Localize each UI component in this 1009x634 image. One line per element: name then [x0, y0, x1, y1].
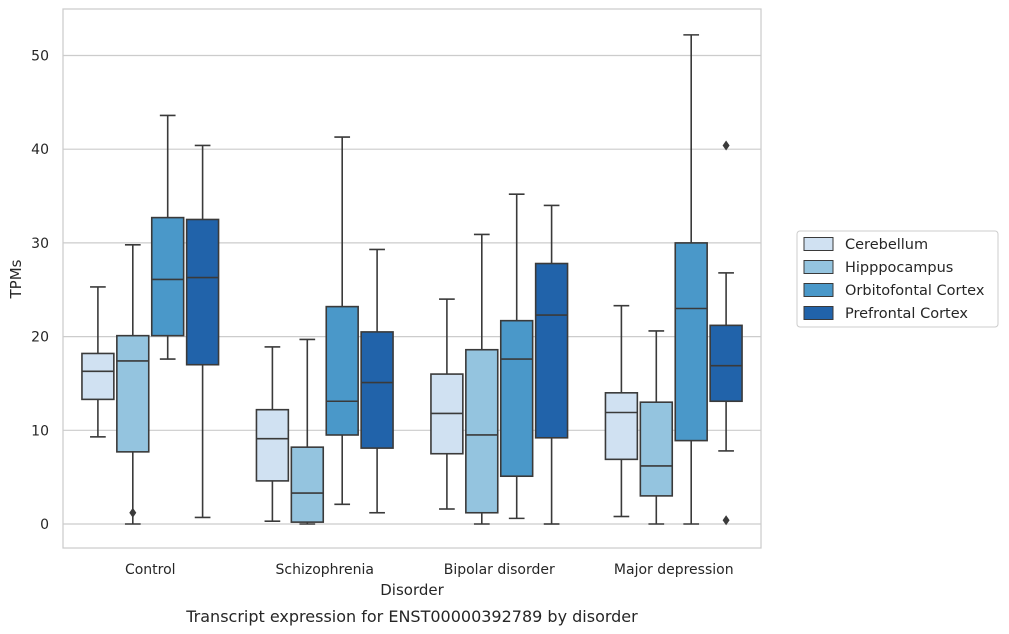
- box-cerebellum-1: [255, 346, 290, 522]
- x-tick-label: Bipolar disorder: [444, 562, 555, 578]
- box-body: [360, 331, 394, 449]
- box-orbitofontal-cortex-2: [499, 193, 534, 520]
- box-orbitofontal-cortex-3: [674, 34, 708, 525]
- box-hipppocampus-0: [116, 243, 150, 525]
- box-body: [639, 401, 674, 497]
- legend-label: Cerebellum: [845, 237, 928, 253]
- y-tick-label: 20: [31, 330, 49, 346]
- box-body: [116, 334, 150, 453]
- outlier-point: [722, 515, 730, 526]
- y-tick-label: 30: [31, 236, 49, 252]
- box-body: [499, 319, 534, 478]
- y-tick-label: 40: [31, 142, 49, 158]
- box-body: [604, 392, 639, 461]
- box-orbitofontal-cortex-1: [325, 136, 359, 506]
- box-body: [465, 348, 499, 514]
- legend-label: Prefrontal Cortex: [845, 306, 968, 322]
- box-body: [325, 305, 359, 436]
- outlier-point: [129, 507, 137, 518]
- box-orbitofontal-cortex-0: [150, 114, 185, 360]
- box-prefrontal-cortex-2: [534, 204, 569, 525]
- legend-label: Orbitofontal Cortex: [845, 283, 985, 299]
- legend-frame: [796, 230, 999, 328]
- box-prefrontal-cortex-0: [185, 144, 220, 519]
- box-cerebellum-0: [81, 286, 115, 438]
- legend-swatch: [803, 283, 834, 297]
- box-body: [185, 218, 220, 366]
- box-cerebellum-2: [430, 298, 464, 510]
- outlier-point: [722, 140, 730, 151]
- x-tick-label: Control: [125, 562, 176, 578]
- x-axis-title: Disorder: [380, 581, 444, 599]
- y-axis-ticks: 0 10 20 30 40 50: [31, 49, 49, 534]
- box-hipppocampus-1: [290, 338, 325, 525]
- box-hipppocampus-2: [465, 233, 499, 525]
- box-body: [150, 216, 185, 337]
- box-body: [290, 446, 325, 523]
- box-body: [255, 408, 290, 482]
- legend: Cerebellum Hipppocampus Orbitofontal Corte…: [796, 230, 999, 328]
- box-body: [81, 352, 115, 401]
- box-hipppocampus-3: [639, 330, 674, 525]
- y-tick-label: 0: [40, 517, 49, 533]
- y-axis-title: TPMs: [7, 259, 25, 299]
- box-prefrontal-cortex-3: [709, 140, 743, 526]
- x-axis-ticks: Control Schizophrenia Bipolar disorder Majo…: [125, 562, 734, 578]
- legend-label: Hipppocampus: [845, 260, 953, 276]
- box-body: [534, 262, 569, 439]
- box-body: [709, 324, 743, 403]
- box-cerebellum-3: [604, 304, 639, 518]
- chart-caption: Transcript expression for ENST0000039278…: [185, 607, 638, 626]
- box-groups: [81, 34, 743, 526]
- legend-swatch: [803, 306, 834, 320]
- legend-swatch: [803, 260, 834, 274]
- x-tick-label: Schizophrenia: [276, 562, 374, 578]
- plot-frame: [62, 8, 762, 549]
- y-tick-label: 50: [31, 49, 49, 65]
- y-tick-label: 10: [31, 423, 49, 439]
- box-prefrontal-cortex-1: [360, 248, 394, 514]
- x-tick-label: Major depression: [614, 562, 734, 578]
- box-body: [674, 242, 708, 442]
- legend-swatch: [803, 237, 834, 251]
